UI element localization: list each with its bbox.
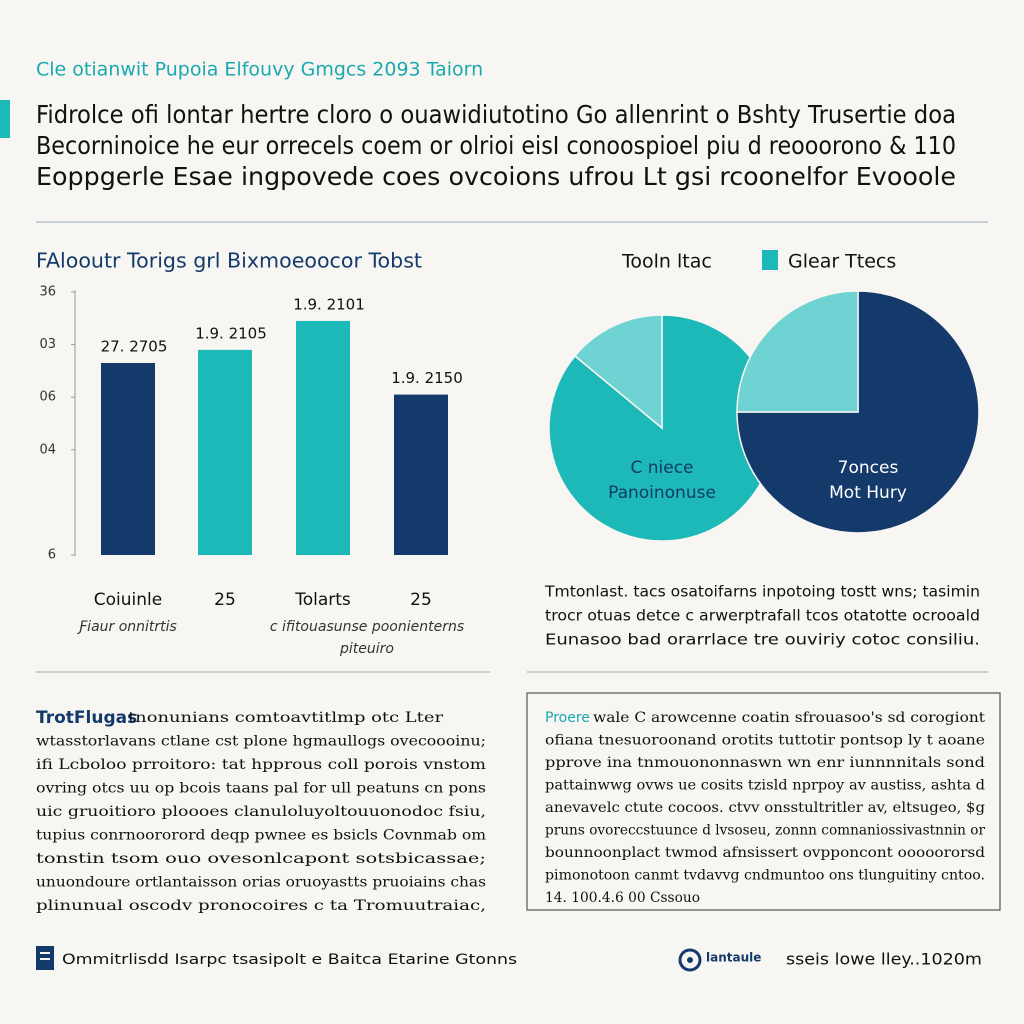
headline: Eoppgerle Esae ingpovede coes ovcoions u… — [36, 162, 956, 191]
legend-swatch — [762, 250, 778, 270]
block-line: ifi Lcboloo prroitoro: tat hpprous coll … — [36, 757, 486, 773]
caption: c ifitouasunse poonienterns — [270, 619, 464, 635]
x-tick-label: Tolarts — [294, 590, 351, 610]
pie-label: 7onces — [838, 458, 899, 478]
block-line: unuondoure ortlantaisson orias oruoyastt… — [36, 875, 486, 891]
footer-logo-icon — [678, 948, 702, 972]
chart-title: FAlooutr Torigs grl Bixmoeoocor Tobst — [36, 249, 422, 273]
block-heading: TrotFlugas — [36, 708, 137, 728]
x-tick-label: Coiuinle — [94, 590, 162, 610]
y-tick-label: 06 — [39, 390, 56, 405]
footer-text: sseis lowe lley..1020m — [786, 950, 982, 969]
y-tick-label: 03 — [39, 337, 56, 352]
caption: Ƒiaur onnitrtis — [77, 619, 177, 635]
bar-note: 27. 2705 — [101, 338, 168, 356]
bar — [394, 394, 448, 555]
x-tick-label: 25 — [214, 590, 236, 610]
block-line: pprove ina tnmouononnaswn wn enr iunnnni… — [545, 755, 985, 771]
pie-label: Mot Hury — [829, 483, 907, 503]
footer-text: Ommitrlisdd Isarpc tsasipolt e Baitca Et… — [62, 952, 517, 968]
pie-slice — [573, 314, 663, 430]
bar — [296, 320, 350, 555]
legend-label: Glear Ttecs — [788, 251, 896, 273]
block-line: pruns ovoreccstuunce d lvsoseu, zonnn co… — [545, 823, 985, 839]
caption: piteuiro — [339, 641, 394, 657]
pie-label: Panoinonuse — [608, 483, 716, 503]
block-line: pattainwwg ovws ue cosits tzisld nprpoy … — [545, 778, 985, 794]
bar — [198, 349, 252, 555]
block-line: tupius conrnoororord deqp pwnee es bsicl… — [36, 828, 486, 844]
pie-note: trocr otuas detce c arwerptrafall tcos o… — [545, 607, 980, 625]
y-tick-label: 36 — [39, 285, 56, 300]
block-line: tnonunians comtoavtitlmp otc Lter — [128, 710, 443, 726]
pie-note: Eunasoo bad orarrlace tre ouviriy cotoc … — [545, 631, 980, 649]
bar-note: 1.9. 2105 — [195, 324, 267, 342]
y-tick-label: 04 — [39, 442, 56, 457]
block-line: pimonotoon canmt tvdavvg cndmuntoo ons t… — [545, 868, 985, 884]
pie-note: Tmtonlast. tacs osatoifarns inpotoing to… — [544, 583, 980, 601]
footer-logo: lantaule — [706, 951, 761, 965]
block-line: bounnoonplact twmod afnsissert ovpponcon… — [545, 845, 985, 861]
y-tick-label: 6 — [48, 548, 56, 563]
headline: Fidrolce ofi lontar hertre cloro o ouawi… — [36, 100, 956, 129]
block-line: wtasstorlavans ctlane cst plone hgmaullo… — [36, 734, 486, 750]
bar-note: 1.9. 2101 — [293, 295, 365, 313]
block-line: uic gruoitioro ploooes clanuloluyoltouuo… — [36, 804, 486, 820]
block-line: plinunual oscodv pronocoires c ta Tromuu… — [36, 898, 486, 914]
accent-bar — [0, 100, 10, 138]
headline: Becorninoice he eur orrecels coem or olr… — [36, 131, 956, 160]
footer-icon — [36, 946, 54, 970]
legend-label: Tooln ltac — [621, 251, 712, 273]
pie-slice — [736, 290, 859, 413]
block-line: ovring otcs uu op bcois taans pal for ul… — [36, 781, 486, 797]
block-line: anevavelc ctute cocoos. ctvv onsstultrit… — [545, 800, 985, 816]
text-box — [526, 692, 1001, 911]
block-heading: Proere — [545, 710, 590, 726]
x-tick-label: 25 — [410, 590, 432, 610]
block-line: 14. 100.4.6 00 Cssouo — [545, 890, 700, 906]
bar-note: 1.9. 2150 — [391, 369, 463, 387]
block-line: tonstin tsom ouo ovesonlcapont sotsbicas… — [36, 851, 486, 867]
bar — [101, 363, 155, 555]
pie-label: C niece — [630, 458, 693, 478]
block-line: wale C arowcenne coatin sfrouasoo's sd c… — [593, 710, 985, 726]
block-line: ofiana tnesuoroonand orotits tuttotir po… — [545, 733, 985, 749]
kicker: Cle otianwit Pupoia Elfouvy Gmgcs 2093 T… — [36, 59, 483, 81]
